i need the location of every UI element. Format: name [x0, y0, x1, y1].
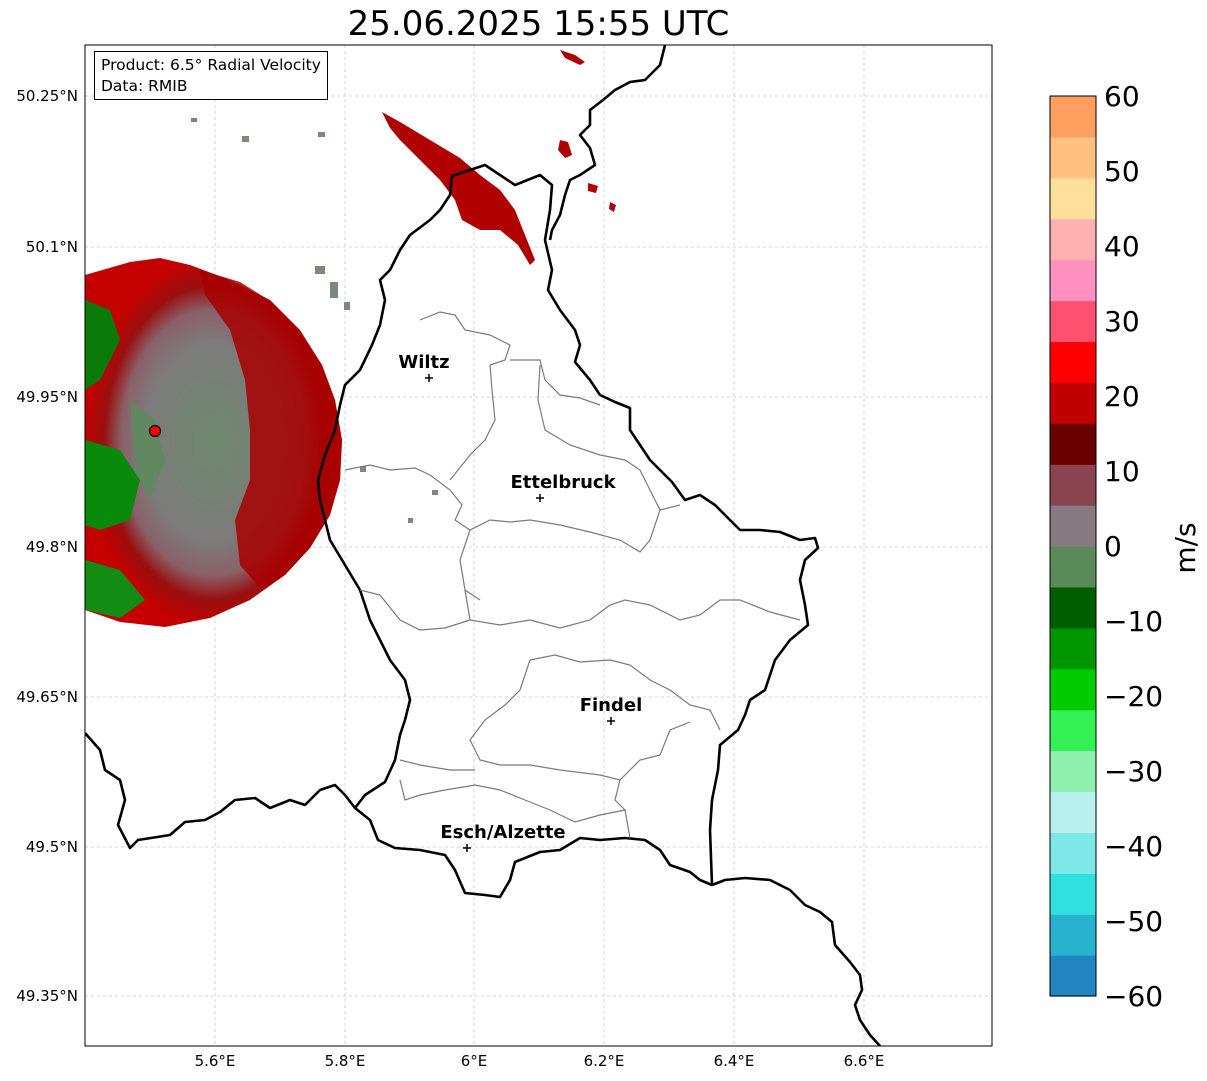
colorbar-segment: [1050, 218, 1096, 261]
colorbar-segment: [1050, 668, 1096, 711]
lat-tick-label: 49.95°N: [16, 388, 78, 406]
colorbar-segment: [1050, 341, 1096, 383]
lat-tick-label: 49.5°N: [26, 838, 78, 856]
colorbar-segment: [1050, 914, 1096, 956]
colorbar-frame: [1049, 95, 1097, 997]
city-markers: [425, 374, 615, 852]
colorbar-tick-labels: 60 50 40 30 20 10 0 −10 −20 −30 −40 −50 …: [1104, 80, 1163, 1013]
colorbar-segment: [1050, 423, 1096, 465]
colorbar-tick-label: 20: [1104, 380, 1140, 413]
radar-echo-band-north: [382, 50, 616, 265]
colorbar-tick-label: −40: [1104, 830, 1163, 863]
colorbar-tick-label: 10: [1104, 455, 1140, 488]
colorbar-segment: [1050, 709, 1096, 752]
colorbar-segment: [1050, 832, 1096, 874]
colorbar-tick-label: −30: [1104, 755, 1163, 788]
city-label-wiltz: Wiltz: [398, 352, 449, 373]
lat-tick-label: 49.35°N: [16, 987, 78, 1005]
colorbar-tick-label: 50: [1104, 155, 1140, 188]
colorbar-segment: [1050, 586, 1096, 629]
colorbar-segment: [1050, 873, 1096, 915]
city-label-ettelbruck: Ettelbruck: [510, 472, 616, 493]
colorbar-tick-label: 30: [1104, 305, 1140, 338]
lon-tick-label: 6.4°E: [714, 1052, 755, 1070]
colorbar-segment: [1050, 300, 1096, 343]
eastern-border: [711, 876, 881, 1046]
colorbar-tick-label: −20: [1104, 680, 1163, 713]
lon-tick-label: 6.6°E: [844, 1052, 885, 1070]
lat-tick-label: 49.8°N: [26, 538, 78, 556]
city-label-esch: Esch/Alzette: [440, 822, 565, 843]
colorbar-tick-label: −50: [1104, 905, 1163, 938]
lat-tick-label: 49.65°N: [16, 688, 78, 706]
city-label-findel: Findel: [580, 695, 643, 716]
colorbar-segment: [1050, 627, 1096, 670]
colorbar-segment: [1050, 750, 1096, 793]
lon-tick-label: 6.2°E: [584, 1052, 625, 1070]
colorbar-segment: [1050, 546, 1096, 588]
colorbar-tick-label: 0: [1104, 530, 1122, 563]
colorbar-tick-label: 40: [1104, 230, 1140, 263]
data-source-line: Data: RMIB: [101, 77, 188, 95]
lat-tick-labels: 50.25°N 50.1°N 49.95°N 49.8°N 49.65°N 49…: [16, 87, 78, 1005]
colorbar-segment: [1050, 136, 1096, 179]
lon-tick-label: 5.8°E: [325, 1052, 366, 1070]
colorbar-segment: [1050, 464, 1096, 506]
colorbar-tick-label: 60: [1104, 80, 1140, 113]
country-border: [316, 163, 820, 899]
colorbar-segment: [1050, 96, 1096, 138]
radar-site-marker: [148, 424, 162, 438]
map-title: 25.06.2025 15:55 UTC: [347, 4, 730, 44]
scattered-echoes: [191, 118, 438, 523]
northern-border: [548, 45, 667, 241]
lon-tick-label: 5.6°E: [195, 1052, 236, 1070]
colorbar-segment: [1050, 382, 1096, 424]
colorbar-unit-label: m/s: [1169, 522, 1202, 573]
colorbar-segment: [1050, 259, 1096, 302]
colorbar-segment: [1050, 505, 1096, 547]
canton-borders: [344, 311, 801, 839]
colorbar-tick-label: −60: [1104, 980, 1163, 1013]
colorbar: [1050, 96, 1096, 997]
product-line: Product: 6.5° Radial Velocity: [101, 56, 321, 74]
map-frame: [84, 44, 993, 1047]
lat-tick-label: 50.25°N: [16, 87, 78, 105]
colorbar-tick-label: −10: [1104, 605, 1163, 638]
western-border: [85, 732, 357, 850]
lon-tick-label: 6°E: [461, 1052, 488, 1070]
colorbar-segment: [1050, 791, 1096, 833]
product-info-box: Product: 6.5° Radial Velocity Data: RMIB: [94, 51, 328, 100]
colorbar-segment: [1050, 955, 1096, 997]
lon-tick-labels: 5.6°E 5.8°E 6°E 6.2°E 6.4°E 6.6°E: [195, 1052, 885, 1070]
radar-echo-area: [85, 258, 342, 627]
lat-tick-label: 50.1°N: [26, 238, 78, 256]
colorbar-segment: [1050, 177, 1096, 220]
